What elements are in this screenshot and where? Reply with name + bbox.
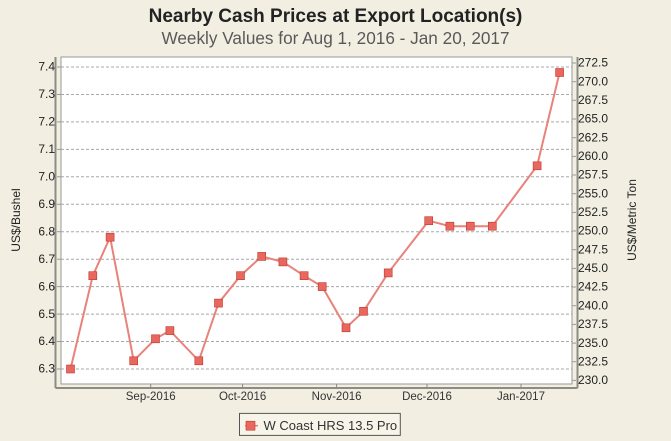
svg-text:272.5: 272.5	[578, 56, 608, 70]
svg-text:6.7: 6.7	[38, 252, 55, 266]
svg-text:US$/Bushel: US$/Bushel	[9, 188, 23, 251]
svg-text:230.0: 230.0	[578, 373, 608, 387]
svg-text:6.5: 6.5	[38, 307, 55, 321]
svg-text:242.5: 242.5	[578, 280, 608, 294]
svg-text:7.2: 7.2	[38, 115, 55, 129]
svg-text:245.0: 245.0	[578, 261, 608, 275]
svg-text:W Coast HRS 13.5 Pro: W Coast HRS 13.5 Pro	[264, 418, 398, 433]
svg-text:6.8: 6.8	[38, 224, 55, 238]
svg-text:270.0: 270.0	[578, 74, 608, 88]
svg-text:Dec-2016: Dec-2016	[402, 391, 452, 403]
svg-text:257.5: 257.5	[578, 168, 608, 182]
svg-text:7.0: 7.0	[38, 170, 55, 184]
svg-text:Oct-2016: Oct-2016	[219, 391, 266, 403]
svg-text:260.0: 260.0	[578, 149, 608, 163]
svg-text:7.3: 7.3	[38, 87, 55, 101]
svg-text:Jan-2017: Jan-2017	[497, 391, 545, 403]
svg-text:US$/Metric Ton: US$/Metric Ton	[625, 179, 639, 261]
svg-text:237.5: 237.5	[578, 317, 608, 331]
svg-text:6.6: 6.6	[38, 279, 55, 293]
svg-text:7.4: 7.4	[38, 60, 55, 74]
svg-text:262.5: 262.5	[578, 130, 608, 144]
svg-text:6.3: 6.3	[38, 362, 55, 376]
svg-text:6.4: 6.4	[38, 334, 55, 348]
svg-text:Sep-2016: Sep-2016	[126, 391, 176, 403]
svg-text:265.0: 265.0	[578, 112, 608, 126]
svg-text:235.0: 235.0	[578, 336, 608, 350]
svg-text:232.5: 232.5	[578, 354, 608, 368]
svg-text:240.0: 240.0	[578, 298, 608, 312]
svg-text:267.5: 267.5	[578, 93, 608, 107]
svg-text:247.5: 247.5	[578, 242, 608, 256]
svg-text:250.0: 250.0	[578, 224, 608, 238]
svg-text:6.9: 6.9	[38, 197, 55, 211]
svg-text:Nov-2016: Nov-2016	[312, 391, 362, 403]
svg-text:7.1: 7.1	[38, 142, 55, 156]
svg-text:255.0: 255.0	[578, 186, 608, 200]
svg-text:252.5: 252.5	[578, 205, 608, 219]
